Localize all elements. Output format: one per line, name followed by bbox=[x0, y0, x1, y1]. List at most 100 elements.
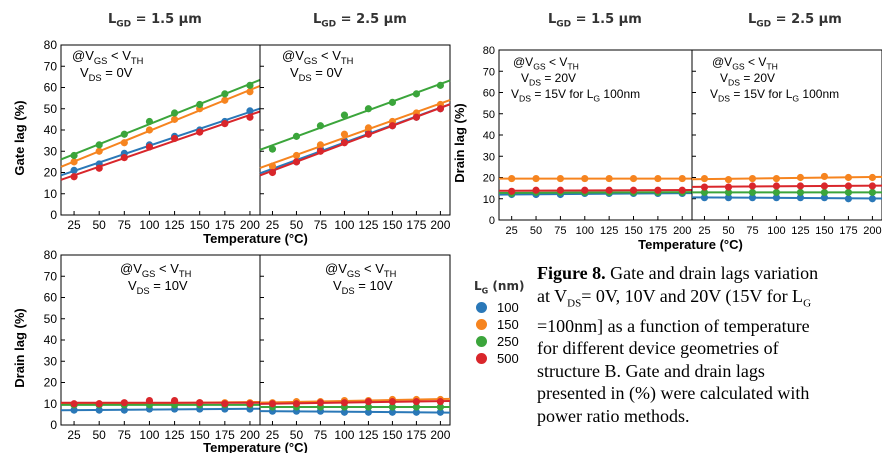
column-header-4: LGD = 2.5 µm bbox=[748, 12, 842, 30]
data-point bbox=[436, 398, 445, 406]
data-point bbox=[724, 176, 733, 184]
x-tick-label: 50 bbox=[290, 428, 304, 442]
y-tick-label: 20 bbox=[483, 173, 495, 185]
panel-frame bbox=[60, 44, 261, 216]
x-tick-label: 125 bbox=[165, 428, 185, 442]
y-axis-label: Drain lag (%) bbox=[452, 103, 467, 182]
data-point bbox=[412, 113, 421, 121]
x-tick-label: 150 bbox=[624, 225, 642, 237]
data-point bbox=[508, 187, 516, 195]
panel-annotation: VDS = 15V for LG 100nm bbox=[511, 87, 640, 104]
data-point bbox=[605, 186, 613, 194]
x-tick-label: 100 bbox=[334, 428, 354, 442]
x-axis-label: Temperature (°C) bbox=[203, 440, 308, 453]
legend-item: 500 bbox=[474, 350, 524, 367]
caption-line: =100nm] as a function of temperature bbox=[537, 315, 810, 336]
data-point bbox=[246, 113, 254, 121]
panel-annotation: @VGS < VTH bbox=[282, 48, 353, 66]
panel-frame bbox=[259, 44, 451, 216]
legend-item: 150 bbox=[474, 316, 524, 333]
data-point bbox=[556, 186, 565, 194]
y-tick-label: 40 bbox=[483, 130, 495, 142]
y-axis-label: Drain lag (%) bbox=[12, 308, 27, 387]
data-point bbox=[748, 194, 757, 202]
data-point bbox=[581, 174, 589, 183]
panel-annotation: VDS = 20V bbox=[720, 71, 775, 88]
x-tick-label: 175 bbox=[839, 225, 857, 237]
data-point bbox=[654, 186, 662, 194]
legend-swatch-icon bbox=[476, 319, 487, 331]
data-point bbox=[246, 400, 254, 408]
legend-item: 250 bbox=[474, 333, 524, 350]
data-point bbox=[340, 408, 349, 416]
data-point bbox=[700, 188, 709, 196]
data-point bbox=[532, 174, 540, 183]
series-fit-line bbox=[60, 107, 261, 177]
panel-annotation: @VGS < VTH bbox=[325, 261, 396, 279]
y-tick-label: 0 bbox=[489, 215, 495, 227]
x-tick-label: 125 bbox=[358, 218, 378, 232]
series-fit-line bbox=[60, 79, 261, 161]
x-tick-label: 100 bbox=[139, 428, 159, 442]
x-tick-label: 150 bbox=[382, 218, 402, 232]
y-tick-label: 50 bbox=[44, 102, 58, 116]
data-point bbox=[170, 109, 179, 117]
data-point bbox=[268, 162, 277, 170]
series-fit-line bbox=[691, 184, 882, 188]
series-fit-line bbox=[60, 407, 261, 412]
x-tick-label: 75 bbox=[118, 218, 132, 232]
y-tick-label: 20 bbox=[44, 376, 58, 390]
x-tick-label: 50 bbox=[722, 225, 734, 237]
panel-annotation: @VGS < VTH bbox=[120, 261, 191, 279]
legend-swatch-icon bbox=[476, 336, 487, 348]
data-point bbox=[724, 194, 733, 202]
data-point bbox=[388, 122, 397, 130]
y-tick-label: 80 bbox=[483, 45, 495, 57]
x-tick-label: 200 bbox=[240, 428, 260, 442]
x-tick-label: 125 bbox=[791, 225, 809, 237]
x-tick-label: 50 bbox=[290, 218, 304, 232]
x-tick-label: 75 bbox=[314, 428, 328, 442]
series-fit-line bbox=[259, 99, 451, 169]
x-tick-label: 50 bbox=[530, 225, 542, 237]
x-tick-label: 125 bbox=[600, 225, 618, 237]
data-point bbox=[120, 406, 128, 414]
data-point bbox=[678, 174, 686, 183]
data-point bbox=[316, 122, 325, 130]
data-point bbox=[388, 408, 397, 416]
data-point bbox=[70, 400, 78, 408]
y-tick-label: 60 bbox=[483, 88, 495, 100]
x-tick-label: 200 bbox=[240, 218, 260, 232]
data-point bbox=[120, 130, 128, 138]
data-point bbox=[796, 173, 805, 182]
x-tick-label: 75 bbox=[314, 218, 328, 232]
x-tick-label: 175 bbox=[649, 225, 667, 237]
data-point bbox=[221, 96, 229, 104]
data-point bbox=[246, 107, 254, 115]
data-point bbox=[748, 188, 757, 196]
panel-annotation: @VGS < VTH bbox=[513, 55, 579, 72]
data-point bbox=[772, 174, 781, 183]
x-tick-label: 125 bbox=[165, 218, 185, 232]
caption-line: at VDS= 0V, 10V and 20V (15V for LG bbox=[537, 285, 812, 310]
chart-drain_lag_20V: 25 50 75 100 125 150 175 200 0 10 20 30 40 50 60 70 80 @V… bbox=[452, 45, 882, 252]
panel-annotation: VDS = 20V bbox=[521, 71, 576, 88]
data-point bbox=[95, 164, 103, 172]
data-point bbox=[268, 400, 277, 408]
data-point bbox=[70, 166, 78, 174]
x-tick-label: 150 bbox=[190, 428, 210, 442]
x-tick-label: 25 bbox=[67, 218, 81, 232]
x-tick-label: 200 bbox=[863, 225, 881, 237]
data-point bbox=[268, 145, 277, 153]
x-tick-label: 25 bbox=[266, 428, 280, 442]
x-tick-label: 100 bbox=[139, 218, 159, 232]
data-point bbox=[436, 403, 445, 411]
y-tick-label: 70 bbox=[44, 269, 58, 283]
legend: LG (nm) 100 150 250 500 bbox=[474, 279, 524, 367]
data-point bbox=[700, 174, 709, 183]
data-point bbox=[221, 400, 229, 408]
panel-annotation: VDS = 15V for LG 100nm bbox=[710, 87, 839, 104]
data-point bbox=[196, 100, 204, 109]
data-point bbox=[581, 186, 589, 194]
